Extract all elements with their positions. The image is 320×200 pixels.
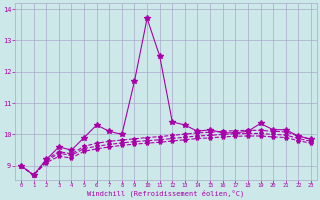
X-axis label: Windchill (Refroidissement éolien,°C): Windchill (Refroidissement éolien,°C) xyxy=(87,190,244,197)
